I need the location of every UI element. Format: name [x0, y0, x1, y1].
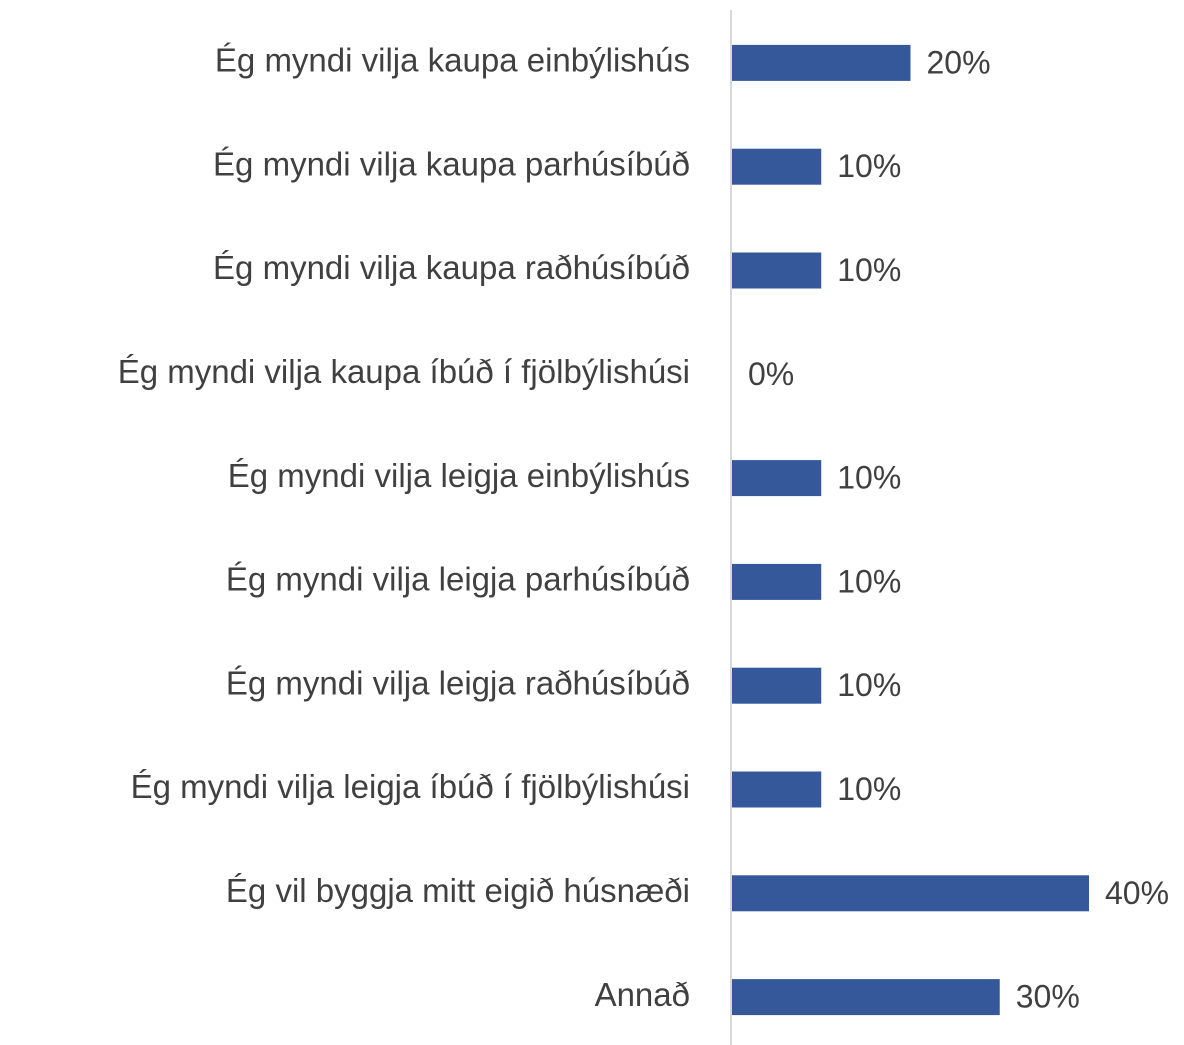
- value-label: 20%: [927, 44, 991, 80]
- bar: [732, 460, 822, 497]
- bar: [732, 771, 822, 808]
- value-label: 10%: [837, 460, 901, 496]
- bar: [732, 563, 822, 600]
- category-label: Ég myndi vilja kaupa raðhúsíbúð: [213, 249, 690, 286]
- category-label: Ég myndi vilja leigja raðhúsíbúð: [226, 664, 690, 701]
- category-label: Ég myndi vilja leigja parhúsíbúð: [226, 561, 690, 598]
- category-label: Annað: [595, 976, 690, 1013]
- bar: [732, 667, 822, 704]
- value-label: 0%: [748, 356, 794, 392]
- category-label: Ég myndi vilja leigja íbúð í fjölbýlishú…: [131, 768, 690, 805]
- category-label: Ég vil byggja mitt eigið húsnæði: [226, 872, 690, 909]
- value-label: 10%: [837, 252, 901, 288]
- value-label: 10%: [837, 148, 901, 184]
- bar: [732, 44, 911, 81]
- category-label: Ég myndi vilja kaupa einbýlishús: [215, 42, 690, 79]
- value-label: 10%: [837, 563, 901, 599]
- bar: [732, 875, 1089, 912]
- value-label: 10%: [837, 667, 901, 703]
- category-label: Ég myndi vilja kaupa íbúð í fjölbýlishús…: [118, 353, 690, 390]
- bar: [732, 979, 1000, 1016]
- category-label: Ég myndi vilja kaupa parhúsíbúð: [213, 145, 690, 182]
- bar: [732, 148, 822, 185]
- bar: [732, 252, 822, 289]
- value-label: 40%: [1105, 875, 1169, 911]
- value-label: 30%: [1016, 979, 1080, 1015]
- category-label: Ég myndi vilja leigja einbýlishús: [228, 457, 690, 494]
- value-label: 10%: [837, 771, 901, 807]
